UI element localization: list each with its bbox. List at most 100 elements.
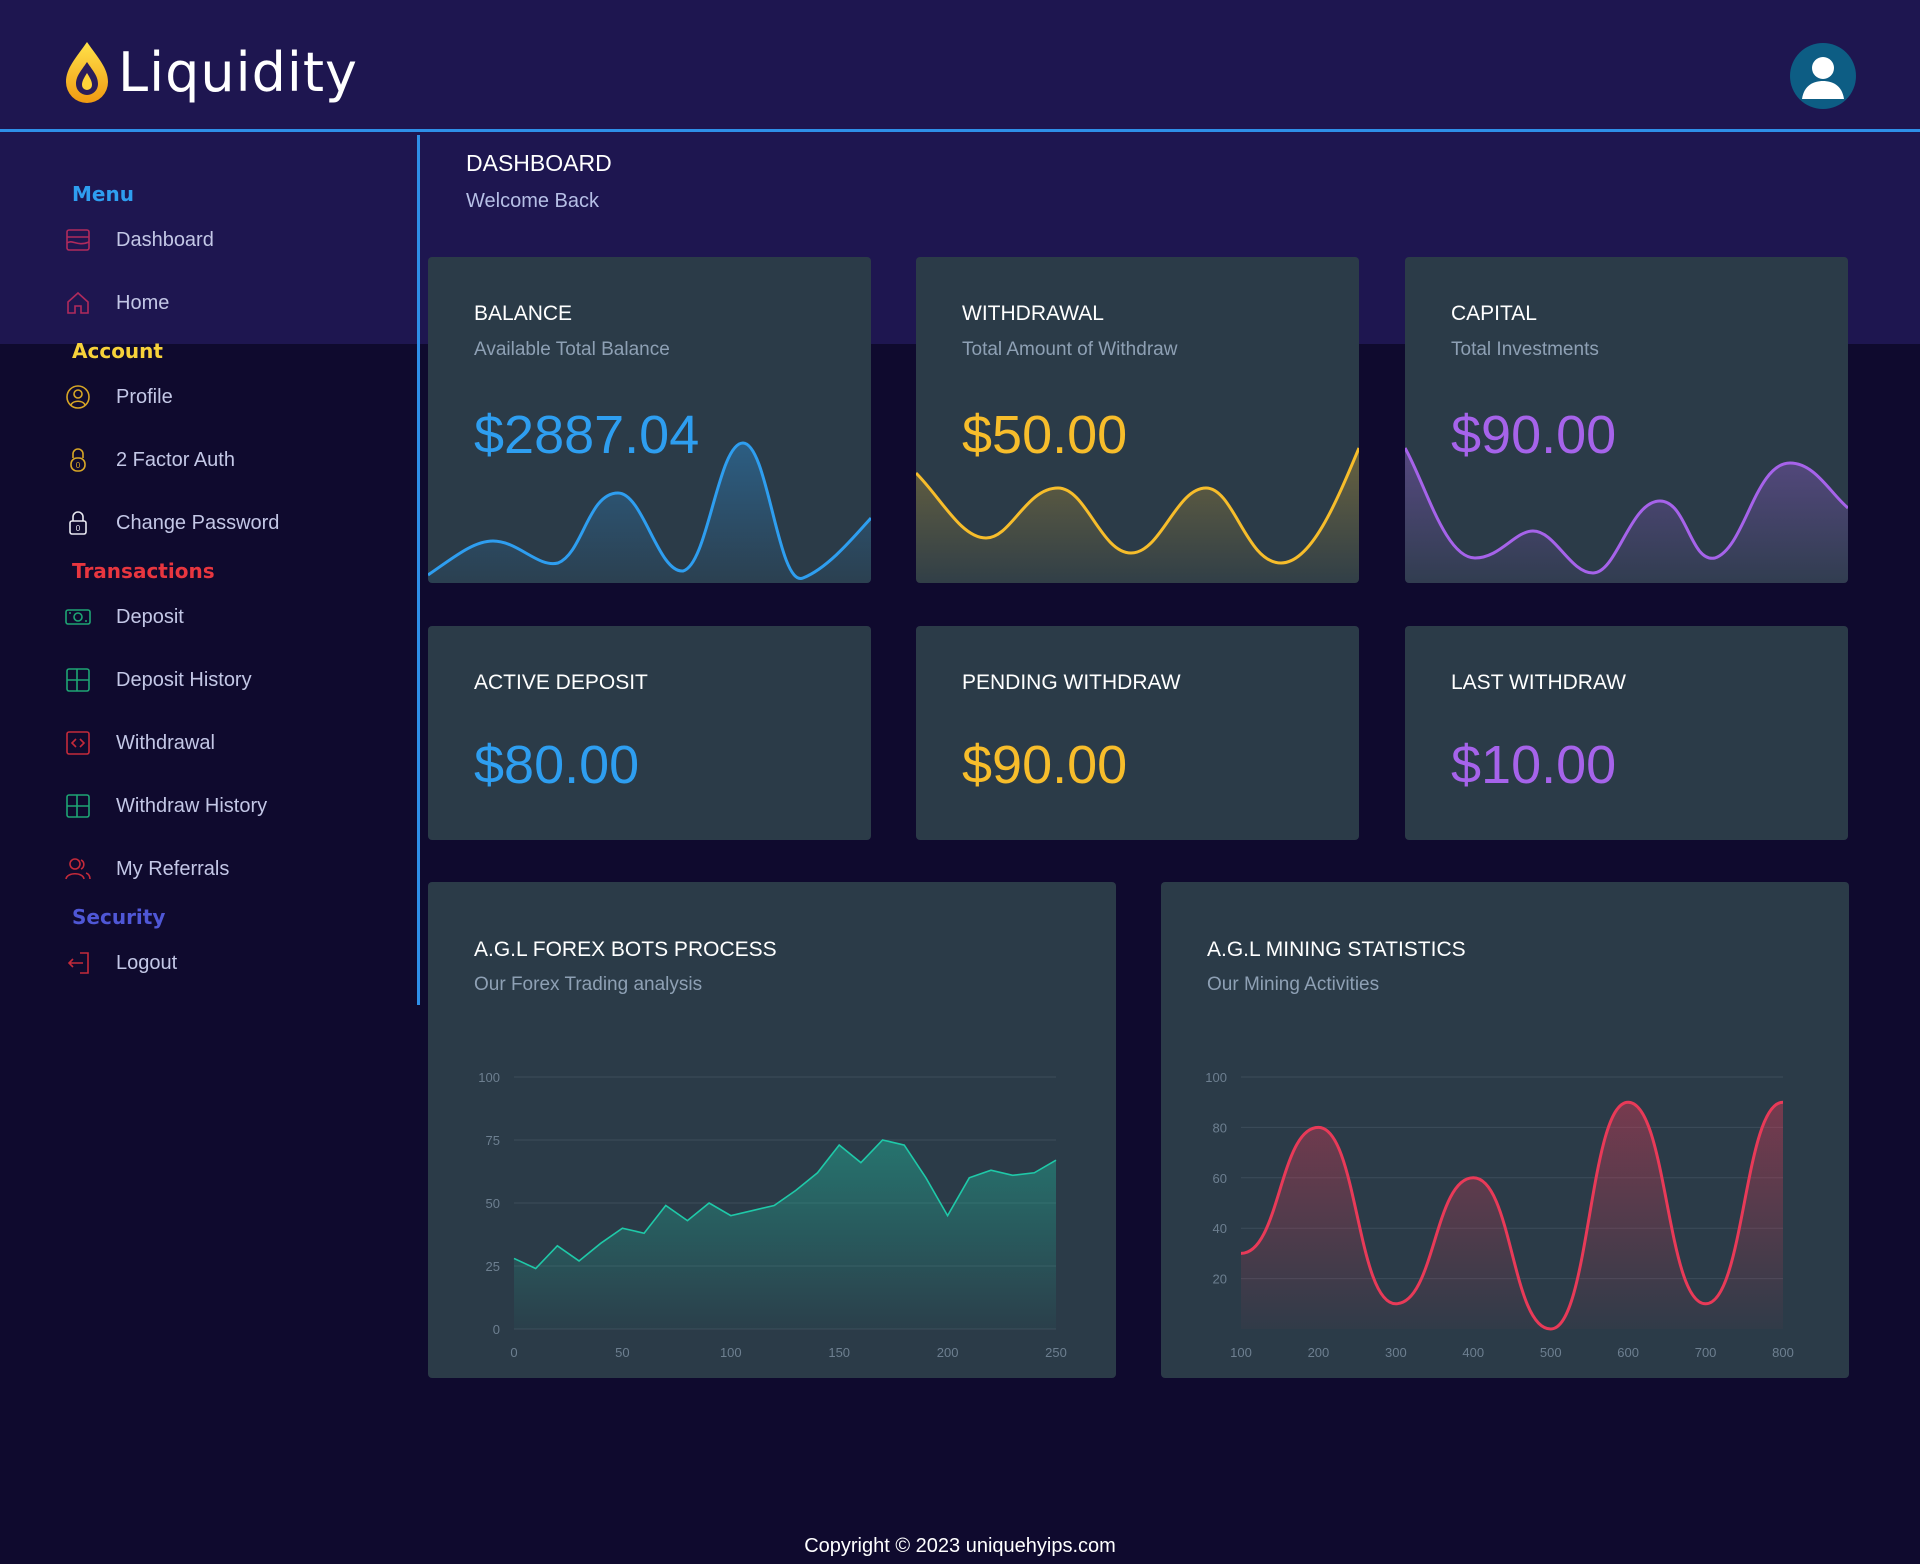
padlock-icon: 0 bbox=[62, 507, 94, 539]
y-tick-label: 0 bbox=[493, 1322, 500, 1337]
sidebar-item-label: Logout bbox=[116, 951, 178, 974]
sidebar-item-label: Deposit bbox=[116, 605, 184, 628]
svg-text:0: 0 bbox=[76, 461, 81, 470]
sidebar-item-dashboard[interactable]: Dashboard bbox=[62, 220, 402, 260]
card-value: $10.00 bbox=[1451, 735, 1617, 795]
sidebar-item-label: Dashboard bbox=[116, 228, 214, 251]
x-tick-label: 600 bbox=[1617, 1345, 1639, 1360]
withdrawal-sparkline bbox=[916, 447, 1359, 583]
sidebar-item-label: Home bbox=[116, 291, 170, 314]
stat-card-pending-withdraw: PENDING WITHDRAW $90.00 bbox=[916, 626, 1359, 840]
sidebar-item-label: Profile bbox=[116, 385, 173, 408]
x-tick-label: 100 bbox=[720, 1345, 742, 1360]
sidebar-item-label: 2 Factor Auth bbox=[116, 448, 235, 471]
card-subtitle: Total Investments bbox=[1451, 339, 1599, 360]
x-tick-label: 700 bbox=[1695, 1345, 1717, 1360]
user-avatar[interactable] bbox=[1790, 43, 1856, 109]
profile-icon bbox=[62, 381, 94, 413]
capital-sparkline bbox=[1405, 447, 1848, 583]
card-subtitle: Available Total Balance bbox=[474, 339, 670, 360]
card-subtitle: Total Amount of Withdraw bbox=[962, 339, 1178, 360]
sidebar: Menu Dashboard Home Account Profile 0 2 … bbox=[0, 135, 420, 1005]
y-tick-label: 25 bbox=[486, 1259, 500, 1274]
card-value: $2887.04 bbox=[474, 405, 700, 465]
mining-chart-card: A.G.L MINING STATISTICS Our Mining Activ… bbox=[1161, 882, 1849, 1378]
card-title: ACTIVE DEPOSIT bbox=[474, 671, 648, 694]
card-subtitle: Our Forex Trading analysis bbox=[474, 974, 703, 995]
sidebar-item-withdrawal[interactable]: Withdrawal bbox=[62, 723, 402, 763]
x-tick-label: 400 bbox=[1462, 1345, 1484, 1360]
home-icon bbox=[62, 287, 94, 319]
sidebar-item-label: My Referrals bbox=[116, 857, 230, 880]
y-tick-label: 75 bbox=[486, 1133, 500, 1148]
card-title: A.G.L FOREX BOTS PROCESS bbox=[474, 938, 777, 961]
page-subtitle: Welcome Back bbox=[466, 190, 600, 212]
lock-icon: 0 bbox=[62, 444, 94, 476]
stat-card-active-deposit: ACTIVE DEPOSIT $80.00 bbox=[428, 626, 871, 840]
card-title: WITHDRAWAL bbox=[962, 302, 1104, 325]
sidebar-item-deposit[interactable]: Deposit bbox=[62, 597, 402, 637]
card-title: CAPITAL bbox=[1451, 302, 1537, 325]
card-value: $90.00 bbox=[962, 735, 1128, 795]
card-value: $50.00 bbox=[962, 405, 1128, 465]
grid-icon bbox=[62, 790, 94, 822]
card-title: BALANCE bbox=[474, 302, 573, 325]
sidebar-item-my-referrals[interactable]: My Referrals bbox=[62, 849, 402, 889]
sidebar-heading-transactions: Transactions bbox=[72, 559, 215, 583]
x-tick-label: 500 bbox=[1540, 1345, 1562, 1360]
forex-chart-card: A.G.L FOREX BOTS PROCESS Our Forex Tradi… bbox=[428, 882, 1116, 1378]
x-tick-label: 800 bbox=[1772, 1345, 1794, 1360]
droplet-logo-icon bbox=[66, 42, 108, 103]
sidebar-item-logout[interactable]: Logout bbox=[62, 943, 402, 983]
x-tick-label: 200 bbox=[937, 1345, 959, 1360]
sidebar-item-deposit-history[interactable]: Deposit History bbox=[62, 660, 402, 700]
stat-card-balance: BALANCE Available Total Balance $2887.04 bbox=[428, 257, 871, 583]
x-tick-label: 150 bbox=[828, 1345, 850, 1360]
sidebar-item-label: Deposit History bbox=[116, 668, 252, 691]
user-avatar-icon bbox=[1802, 57, 1844, 99]
sidebar-item-home[interactable]: Home bbox=[62, 283, 402, 323]
sidebar-item-2fa[interactable]: 0 2 Factor Auth bbox=[62, 440, 402, 480]
y-tick-label: 40 bbox=[1213, 1221, 1227, 1236]
logout-icon bbox=[62, 947, 94, 979]
y-tick-label: 80 bbox=[1213, 1120, 1227, 1135]
card-subtitle: Our Mining Activities bbox=[1207, 974, 1380, 995]
x-tick-label: 0 bbox=[510, 1345, 517, 1360]
users-icon bbox=[62, 853, 94, 885]
stat-card-last-withdraw: LAST WITHDRAW $10.00 bbox=[1405, 626, 1848, 840]
y-tick-label: 50 bbox=[486, 1196, 500, 1211]
brand-logo[interactable]: Liquidity bbox=[62, 40, 358, 104]
sidebar-heading-security: Security bbox=[72, 905, 166, 929]
sidebar-heading-account: Account bbox=[72, 339, 163, 363]
svg-text:0: 0 bbox=[76, 524, 81, 533]
x-tick-label: 100 bbox=[1230, 1345, 1252, 1360]
cash-icon bbox=[62, 601, 94, 633]
sidebar-item-label: Change Password bbox=[116, 511, 280, 534]
series-area bbox=[1241, 1102, 1783, 1329]
dashboard-icon bbox=[62, 224, 94, 256]
series-line bbox=[1240, 1100, 1784, 1331]
card-title: A.G.L MINING STATISTICS bbox=[1207, 938, 1466, 961]
sidebar-item-change-password[interactable]: 0 Change Password bbox=[62, 503, 402, 543]
footer-copyright: Copyright © 2023 uniquehyips.com bbox=[804, 1535, 1116, 1557]
y-tick-label: 20 bbox=[1213, 1272, 1227, 1287]
stat-card-capital: CAPITAL Total Investments $90.00 bbox=[1405, 257, 1848, 583]
y-tick-label: 100 bbox=[1205, 1070, 1227, 1085]
y-tick-label: 60 bbox=[1213, 1171, 1227, 1186]
series-area bbox=[514, 1140, 1056, 1329]
card-title: LAST WITHDRAW bbox=[1451, 671, 1627, 694]
brand-name: Liquidity bbox=[118, 40, 359, 104]
stat-card-withdrawal: WITHDRAWAL Total Amount of Withdraw $50.… bbox=[916, 257, 1359, 583]
mining-area-chart: 20 40 60 80 100 100 200 300 400 500 600 700 800 bbox=[1205, 1070, 1794, 1360]
x-tick-label: 300 bbox=[1385, 1345, 1407, 1360]
sidebar-item-withdraw-history[interactable]: Withdraw History bbox=[62, 786, 402, 826]
card-value: $90.00 bbox=[1451, 405, 1617, 465]
card-title: PENDING WITHDRAW bbox=[962, 671, 1181, 694]
page-title: DASHBOARD bbox=[466, 150, 612, 176]
sidebar-item-label: Withdrawal bbox=[116, 731, 215, 754]
sidebar-item-label: Withdraw History bbox=[116, 794, 268, 817]
x-tick-label: 50 bbox=[615, 1345, 629, 1360]
x-tick-label: 250 bbox=[1045, 1345, 1067, 1360]
series-line bbox=[513, 1139, 1057, 1270]
sidebar-item-profile[interactable]: Profile bbox=[62, 377, 402, 417]
